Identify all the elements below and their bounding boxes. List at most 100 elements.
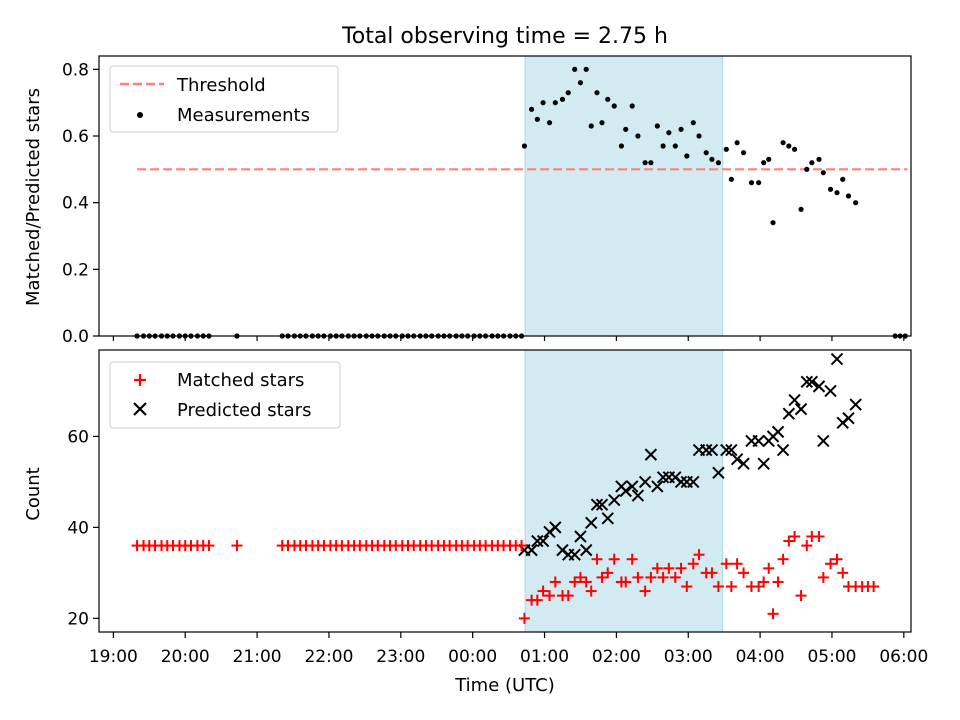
matched-point: [817, 571, 829, 583]
measurement-point: [766, 156, 772, 162]
measurement-point: [798, 206, 804, 212]
matched-point: [763, 562, 775, 574]
predicted-point: [568, 548, 581, 561]
predicted-point: [579, 543, 593, 557]
bottom-legend: Matched stars Predicted stars: [109, 361, 341, 429]
measurement-point: [715, 160, 722, 166]
predicted-point: [699, 443, 713, 457]
matched-point: [663, 562, 675, 574]
predicted-point: [705, 443, 719, 457]
matched-point: [777, 553, 789, 565]
x-tick-label: 05:00: [807, 647, 856, 667]
x-tick-label: 00:00: [448, 647, 497, 667]
top-y-tick-label: 0.0: [62, 327, 89, 347]
matched-point: [580, 576, 592, 588]
legend-threshold-label: Threshold: [176, 75, 266, 96]
predicted-point: [776, 443, 790, 457]
x-tick-label: 01:00: [520, 647, 569, 667]
matched-point: [669, 571, 681, 583]
predicted-point: [757, 457, 770, 470]
predicted-point: [574, 530, 587, 543]
x-tick-label: 04:00: [736, 647, 785, 667]
matched-point: [516, 540, 528, 552]
measurement-point: [623, 126, 629, 132]
matched-point: [837, 567, 849, 579]
measurement-point: [565, 90, 571, 96]
measurement-point: [588, 123, 594, 129]
x-axis-label: Time (UTC): [454, 675, 555, 696]
predicted-point: [812, 380, 826, 393]
measurement-point: [618, 143, 625, 149]
measurement-point: [696, 133, 702, 139]
legend-matched-label: Matched stars: [177, 370, 304, 391]
predicted-point: [849, 398, 862, 411]
measurement-point: [611, 103, 617, 109]
measurement-point: [521, 143, 528, 149]
top-plot-frame: [98, 55, 912, 337]
matched-point: [574, 571, 586, 583]
matched-point: [203, 540, 215, 552]
predicted-point: [800, 375, 814, 389]
x-tick-label: 19:00: [89, 647, 138, 667]
measurement-point: [840, 176, 846, 182]
bottom-panel: 20 40 60: [67, 349, 912, 633]
top-y-axis-label: Matched/Predicted stars: [23, 88, 44, 306]
matched-point: [738, 567, 750, 579]
measurement-point: [728, 176, 734, 182]
matched-point: [681, 581, 693, 593]
matched-point: [591, 553, 603, 565]
predicted-point: [730, 452, 744, 466]
matched-point: [518, 612, 530, 624]
measurement-point: [642, 160, 648, 166]
predicted-point: [687, 475, 700, 489]
predicted-point: [824, 384, 837, 398]
matched-point: [549, 576, 561, 588]
matched-point: [651, 562, 663, 574]
predicted-point: [725, 443, 738, 457]
matched-point: [675, 562, 687, 574]
top-y-tick-label: 0.2: [62, 260, 89, 280]
matched-point: [693, 549, 705, 561]
measurement-point: [827, 186, 834, 192]
matched-point: [639, 585, 651, 597]
legend-predicted-swatch: [133, 402, 147, 416]
matched-point: [231, 540, 243, 552]
predicted-point: [585, 516, 598, 530]
measurement-point: [740, 150, 747, 156]
x-tick-label: 03:00: [664, 647, 713, 667]
measurement-point: [666, 130, 672, 136]
measurement-point: [654, 123, 660, 129]
predicted-point: [631, 489, 645, 502]
matched-point: [720, 558, 732, 570]
bottom-plot-frame: [98, 349, 912, 633]
predicted-point: [651, 480, 664, 493]
top-y-tick-label: 0.6: [62, 127, 89, 147]
observing-window-band: [524, 55, 724, 337]
x-tick-label: 23:00: [376, 647, 425, 667]
measurement-point: [703, 150, 709, 156]
measurement-point: [678, 126, 684, 132]
x-tick-label: 06:00: [879, 647, 928, 667]
predicted-point: [830, 352, 844, 366]
matched-point: [789, 530, 801, 542]
measurement-point: [791, 146, 798, 152]
measurement-point: [804, 166, 810, 172]
measurement-point: [853, 200, 859, 206]
matched-point: [767, 608, 779, 620]
matched-point: [585, 585, 597, 597]
matched-point: [687, 558, 699, 570]
predicted-point: [638, 475, 652, 489]
predicted-point: [817, 434, 830, 448]
predicted-point: [619, 484, 632, 498]
measurement-point: [756, 180, 762, 186]
bottom-legend-box: [109, 361, 341, 429]
top-panel: 0.0 0.2 0.4 0.6 0.8: [62, 55, 912, 347]
measurement-point: [648, 160, 654, 166]
predicted-point: [805, 375, 819, 389]
measurement-point: [709, 156, 715, 162]
measurement-point: [770, 220, 776, 226]
predicted-point: [625, 480, 639, 493]
matched-point: [758, 576, 770, 588]
predicted-point: [737, 457, 750, 470]
